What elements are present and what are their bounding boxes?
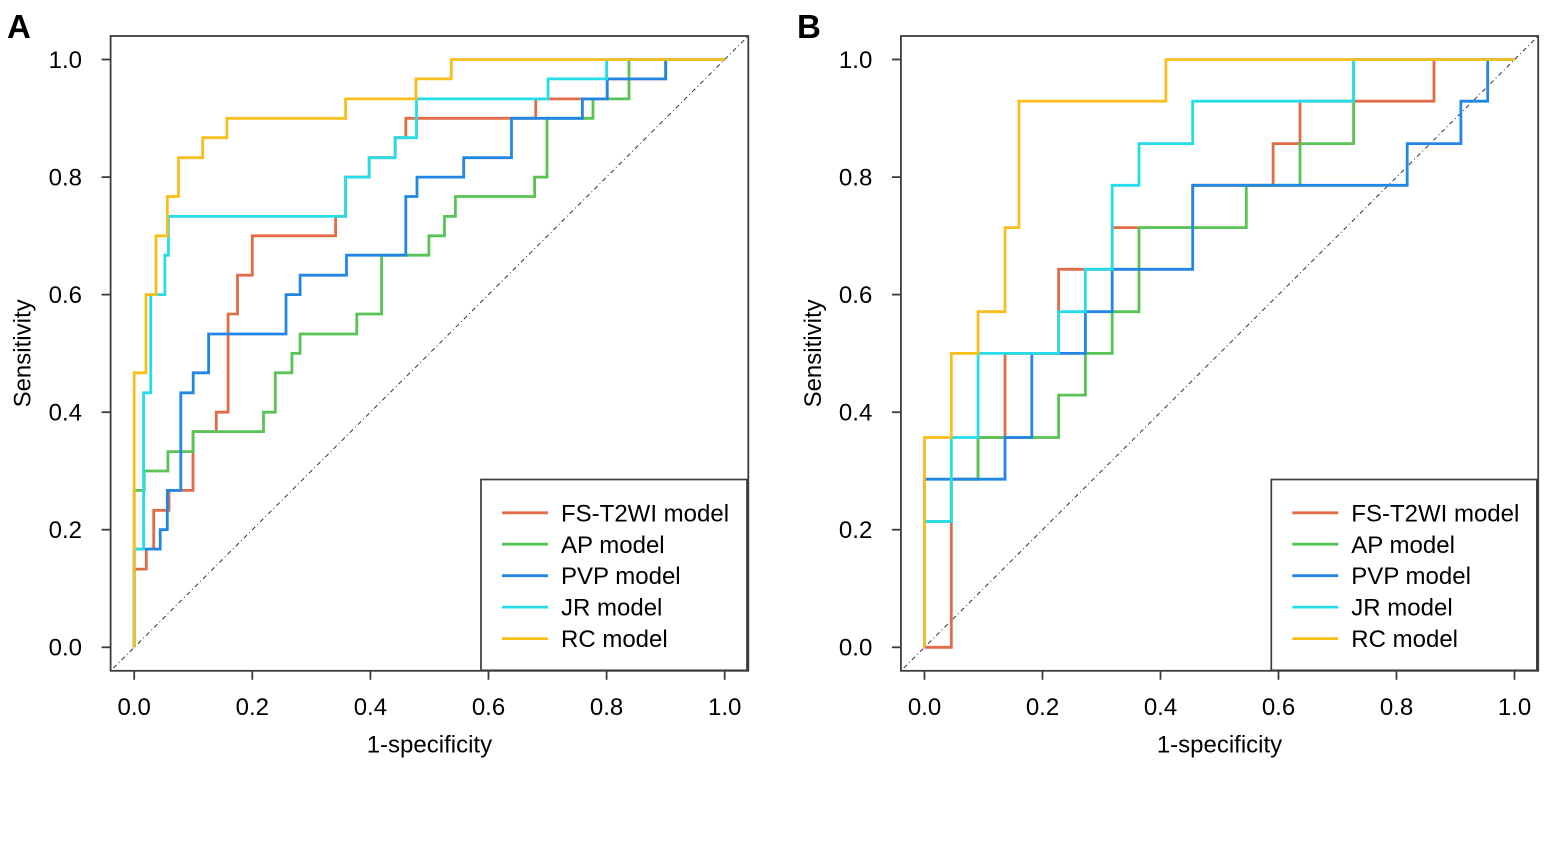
svg-text:0.0: 0.0: [839, 635, 872, 662]
svg-text:PVP model: PVP model: [1351, 563, 1471, 590]
svg-text:0.4: 0.4: [49, 400, 82, 427]
svg-text:RC model: RC model: [1351, 626, 1458, 653]
svg-text:A: A: [7, 8, 31, 45]
svg-text:PVP model: PVP model: [561, 563, 681, 590]
svg-text:JR model: JR model: [561, 595, 662, 622]
svg-text:Sensitivity: Sensitivity: [800, 299, 827, 407]
svg-text:1.0: 1.0: [49, 47, 82, 74]
svg-text:0.8: 0.8: [1380, 694, 1413, 721]
svg-text:B: B: [797, 8, 821, 45]
svg-text:0.6: 0.6: [49, 282, 82, 309]
svg-text:0.4: 0.4: [839, 400, 872, 427]
svg-text:0.8: 0.8: [839, 165, 872, 192]
svg-text:0.4: 0.4: [1144, 694, 1177, 721]
svg-text:0.6: 0.6: [839, 282, 872, 309]
svg-text:JR model: JR model: [1351, 595, 1452, 622]
svg-text:0.8: 0.8: [49, 165, 82, 192]
svg-text:0.2: 0.2: [49, 517, 82, 544]
svg-text:1.0: 1.0: [708, 694, 741, 721]
svg-text:0.2: 0.2: [839, 517, 872, 544]
svg-text:1.0: 1.0: [1498, 694, 1531, 721]
svg-text:0.0: 0.0: [908, 694, 941, 721]
svg-text:Sensitivity: Sensitivity: [10, 299, 37, 407]
svg-text:1.0: 1.0: [839, 47, 872, 74]
svg-text:0.6: 0.6: [1262, 694, 1295, 721]
svg-text:0.6: 0.6: [472, 694, 505, 721]
svg-text:0.8: 0.8: [590, 694, 623, 721]
svg-text:AP model: AP model: [1351, 532, 1455, 559]
svg-text:0.2: 0.2: [236, 694, 269, 721]
svg-text:1-specificity: 1-specificity: [367, 731, 492, 758]
svg-text:0.0: 0.0: [49, 635, 82, 662]
svg-text:AP model: AP model: [561, 532, 665, 559]
svg-text:FS-T2WI model: FS-T2WI model: [561, 500, 729, 527]
svg-text:FS-T2WI model: FS-T2WI model: [1351, 500, 1519, 527]
svg-text:0.4: 0.4: [354, 694, 387, 721]
svg-text:1-specificity: 1-specificity: [1157, 731, 1282, 758]
svg-text:0.2: 0.2: [1026, 694, 1059, 721]
svg-text:RC model: RC model: [561, 626, 668, 653]
svg-text:0.0: 0.0: [118, 694, 151, 721]
